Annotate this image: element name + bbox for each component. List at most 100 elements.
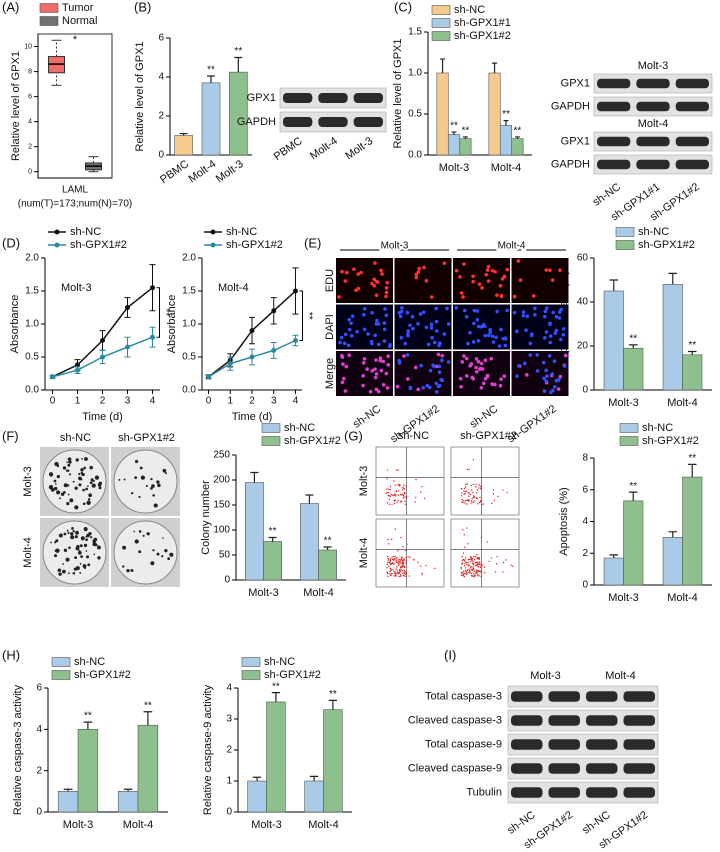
- colony: [150, 486, 153, 490]
- significance: **: [269, 526, 277, 537]
- cell: [422, 265, 426, 270]
- event: [462, 558, 465, 561]
- cell: [349, 321, 353, 326]
- x-tick-label: Molt-3: [608, 397, 639, 409]
- cell: [550, 278, 555, 282]
- colony: [152, 494, 155, 497]
- cell: [515, 374, 519, 378]
- event: [389, 572, 391, 575]
- event: [398, 561, 400, 563]
- event: [395, 560, 397, 563]
- event: [480, 503, 483, 506]
- band: [586, 715, 618, 726]
- colony: [81, 473, 85, 477]
- event: [397, 572, 400, 575]
- cell: [403, 341, 408, 346]
- legend-label: sh-GPX1#2: [264, 669, 321, 681]
- colony: [79, 563, 82, 565]
- cell: [385, 386, 390, 390]
- event: [462, 562, 464, 564]
- event: [395, 558, 397, 560]
- event: [480, 499, 482, 502]
- cell: [347, 353, 352, 357]
- event: [391, 562, 394, 564]
- colony: [161, 555, 164, 558]
- event: [389, 485, 392, 488]
- event: [469, 561, 472, 563]
- colony: [133, 530, 136, 533]
- cell: [440, 358, 444, 363]
- cell: [416, 321, 420, 326]
- event: [496, 563, 498, 565]
- colony: [62, 569, 66, 574]
- event: [463, 560, 465, 562]
- event: [399, 501, 402, 503]
- cell: [434, 381, 439, 386]
- colony: [69, 498, 74, 503]
- event: [475, 486, 477, 488]
- colony: [89, 465, 93, 470]
- y-tick-label: 4: [28, 118, 32, 125]
- y-tick-label: 1.0: [408, 68, 422, 79]
- event: [462, 529, 464, 531]
- colony: [68, 546, 71, 550]
- colony: [83, 566, 87, 570]
- cell: [411, 326, 415, 331]
- band: [548, 763, 580, 774]
- bar: [247, 780, 267, 813]
- bar: [304, 780, 324, 813]
- event: [512, 565, 514, 567]
- colony: [145, 485, 148, 488]
- y-axis-label: Relative level of GPX1: [392, 38, 404, 148]
- y-tick-label: 0: [36, 807, 42, 818]
- event: [405, 575, 407, 578]
- x-axis-label: Time (d): [82, 411, 123, 423]
- x-tick-label: 0: [206, 396, 212, 407]
- event: [405, 549, 407, 551]
- cell: [413, 365, 418, 370]
- band: [636, 101, 670, 112]
- cell: [374, 322, 379, 326]
- event: [395, 568, 398, 570]
- legend-label: sh-GPX1#2: [454, 30, 511, 42]
- event: [462, 552, 465, 554]
- error-bar: [123, 788, 133, 792]
- event: [510, 564, 512, 566]
- cell: [476, 324, 481, 329]
- cell: [517, 364, 521, 368]
- colony: [68, 572, 70, 575]
- legend-swatch: [615, 240, 635, 250]
- cell: [548, 321, 552, 326]
- cell: [479, 361, 484, 366]
- bracket: [156, 287, 160, 338]
- bar: [201, 82, 221, 156]
- cell: [342, 341, 347, 346]
- bar: [662, 284, 683, 391]
- cell: [486, 333, 491, 338]
- event: [463, 490, 465, 492]
- event: [469, 568, 471, 570]
- x-tick-label: Molt-3: [608, 592, 639, 604]
- colony: [75, 566, 80, 571]
- cell: [434, 319, 439, 324]
- colony: [88, 493, 93, 498]
- band: [511, 763, 543, 774]
- cell: [486, 279, 491, 283]
- event: [402, 570, 404, 572]
- event: [393, 570, 395, 573]
- x-tick-label: 0: [50, 396, 56, 407]
- colony: [83, 466, 86, 470]
- event: [392, 568, 394, 571]
- event: [387, 559, 390, 561]
- y-tick-label: 2.0: [25, 253, 39, 264]
- cell: [516, 259, 521, 263]
- significance: **: [272, 681, 280, 692]
- cell: [339, 335, 344, 340]
- bar: [447, 134, 461, 156]
- flow-plot: [450, 518, 520, 588]
- cell: [359, 270, 363, 275]
- band: [548, 715, 580, 726]
- image-row-label: Molt-3: [358, 466, 370, 497]
- cell: [356, 286, 361, 291]
- event: [491, 502, 493, 504]
